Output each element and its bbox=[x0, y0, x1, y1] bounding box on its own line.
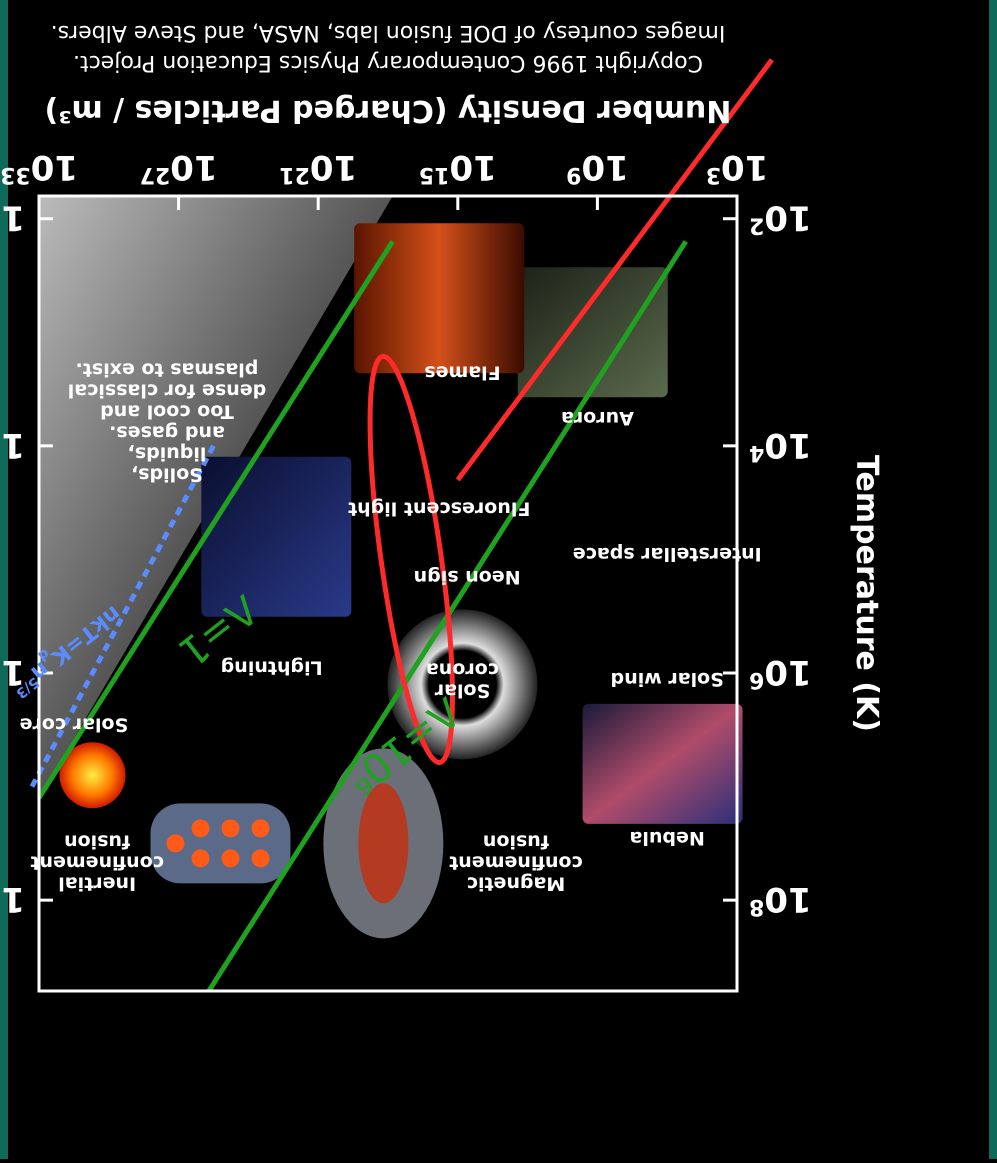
plot-layer bbox=[29, 58, 774, 993]
aurora-image bbox=[517, 267, 668, 398]
inertial-spot-1 bbox=[251, 819, 270, 838]
region-label-3: Solar wind bbox=[611, 668, 724, 690]
region-label-1-line-2: fusion bbox=[483, 830, 549, 852]
x-tick-exp-5: 33 bbox=[0, 163, 31, 188]
y-right-tick-label-3: 104 bbox=[0, 879, 25, 920]
region-label-0-line-0: Nebula bbox=[630, 827, 705, 849]
region-label-1-line-0: Magnetic bbox=[467, 872, 566, 894]
inertial-spot-0 bbox=[251, 849, 270, 868]
region-label-11-line-0: Flames bbox=[424, 361, 500, 383]
inertial-spot-3 bbox=[221, 819, 240, 838]
region-label-6: Lightning bbox=[221, 657, 323, 679]
region-label-2: Inertialconfinementfusion bbox=[30, 830, 164, 894]
y-left-tick-exp-1: 4 bbox=[749, 440, 764, 465]
region-label-4-line-1: corona bbox=[426, 658, 499, 680]
y-left-axis-title: Temperature (K) bbox=[849, 455, 884, 732]
inertial-spot-5 bbox=[191, 819, 210, 838]
region-label-10: Aurora bbox=[561, 407, 634, 429]
cool-region bbox=[39, 196, 393, 798]
region-label-12-line-4: dense for classical bbox=[68, 380, 266, 402]
region-label-12-line-0: Solids, bbox=[131, 464, 203, 486]
region-label-7-line-0: Interstellar space bbox=[573, 543, 762, 565]
flames-image bbox=[354, 223, 525, 374]
y-left-tick-exp-0: 2 bbox=[749, 213, 764, 238]
x-tick-exp-3: 21 bbox=[279, 163, 310, 188]
region-label-3-line-0: Solar wind bbox=[611, 668, 724, 690]
solar-core-image bbox=[59, 742, 126, 809]
region-label-9: Fluorescent light bbox=[348, 498, 530, 520]
x-tick-exp-4: 27 bbox=[140, 163, 171, 188]
region-label-12-line-1: liquids, bbox=[128, 443, 207, 465]
x-tick-label-4: 1027 bbox=[140, 147, 218, 188]
region-label-12-line-2: and gases. bbox=[109, 422, 225, 444]
region-label-9-line-0: Fluorescent light bbox=[348, 498, 530, 520]
region-label-5-line-0: Solar core bbox=[20, 713, 129, 735]
inertial-spot-4 bbox=[191, 849, 210, 868]
red-tail bbox=[455, 58, 774, 482]
region-label-8-line-0: Neon sign bbox=[414, 566, 521, 588]
x-tick-exp-2: 15 bbox=[419, 163, 450, 188]
y-right-tick-label-0: 10-2 bbox=[0, 198, 25, 239]
tokamak-core bbox=[358, 783, 409, 904]
y-left-tick-exp-2: 6 bbox=[749, 668, 764, 693]
region-label-11: Flames bbox=[424, 361, 500, 383]
region-label-5: Solar core bbox=[20, 713, 129, 735]
copyright-line-2: Images courtesy of DOE fusion labs, NASA… bbox=[51, 20, 726, 45]
inertial-spot-6 bbox=[166, 834, 185, 853]
nebula-image bbox=[582, 703, 743, 824]
region-label-1: Magneticconfinementfusion bbox=[449, 830, 583, 894]
axis-layer: 1031091015102110271033102104106108Number… bbox=[0, 20, 884, 993]
y-right-tick-label-2: 102 bbox=[0, 652, 25, 693]
inertial-spot-2 bbox=[221, 849, 240, 868]
left-border bbox=[0, 0, 8, 1159]
region-label-2-line-1: confinement bbox=[30, 851, 164, 873]
region-label-2-line-2: fusion bbox=[64, 830, 130, 852]
right-border bbox=[989, 0, 997, 1159]
line-1 bbox=[36, 240, 395, 800]
region-label-12-line-3: Too cool and bbox=[100, 401, 234, 423]
red-ellipse bbox=[367, 353, 455, 765]
copyright-line-1: Copyright 1996 Contemporary Physics Educ… bbox=[73, 50, 703, 75]
rotated-chart-group: 1031091015102110271033102104106108Number… bbox=[0, 20, 884, 993]
region-label-12: Solids,liquids,and gases.Too cool andden… bbox=[68, 359, 266, 486]
x-tick-exp-1: 9 bbox=[566, 163, 581, 188]
x-axis-title: Number Density (Charged Particles / m³) bbox=[45, 93, 732, 128]
y-right-tick-label-1: 1 bbox=[1, 425, 25, 465]
region-label-12-line-5: plasmas to exist. bbox=[76, 359, 259, 381]
x-tick-exp-0: 3 bbox=[706, 163, 721, 188]
lightning-image bbox=[201, 456, 352, 617]
y-left-tick-label-2: 106 bbox=[749, 652, 812, 693]
region-label-7: Interstellar space bbox=[573, 543, 762, 565]
region-label-0: Nebula bbox=[630, 827, 705, 849]
region-label-4-line-0: Solar bbox=[434, 679, 490, 701]
region-label-10-line-0: Aurora bbox=[561, 407, 634, 429]
y-left-tick-exp-3: 8 bbox=[749, 895, 764, 920]
region-label-1-line-1: confinement bbox=[449, 851, 583, 873]
region-label-6-line-0: Lightning bbox=[221, 657, 323, 679]
region-label-8: Neon sign bbox=[414, 566, 521, 588]
plot-frame bbox=[37, 194, 739, 993]
region-label-4: Solarcorona bbox=[426, 658, 499, 701]
region-label-2-line-0: Inertial bbox=[58, 872, 136, 894]
